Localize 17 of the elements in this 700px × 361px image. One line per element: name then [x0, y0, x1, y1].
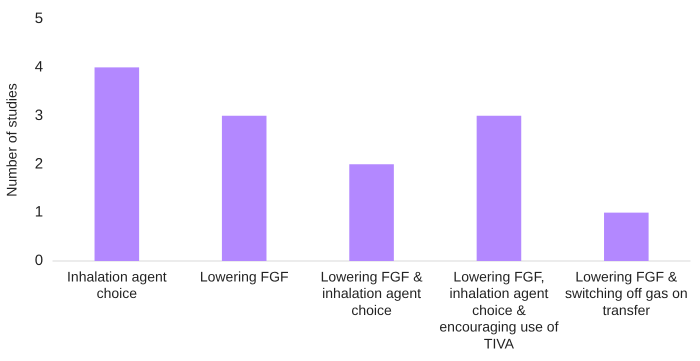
y-tick-label: 5: [34, 10, 44, 28]
x-tick-label: Lowering FGF & switching off gas on transfer: [564, 268, 688, 318]
bar: [604, 212, 649, 261]
y-axis-title: Number of studies: [3, 83, 20, 197]
y-tick-label: 2: [34, 155, 44, 172]
y-tick-label: 0: [34, 252, 44, 270]
y-tick-label: 3: [34, 106, 44, 124]
bar: [349, 164, 394, 261]
x-tick-label: Inhalation agent choice: [67, 268, 167, 302]
x-tick-label: Lowering FGF & inhalation agent choice: [320, 268, 424, 318]
bar: [94, 67, 140, 261]
bar: [476, 116, 522, 261]
x-tick-label: Lowering FGF: [200, 268, 289, 284]
y-tick-label: 1: [34, 204, 44, 221]
y-tick-label: 4: [34, 58, 44, 76]
bar: [222, 116, 266, 261]
x-tick-label: Lowering FGF, inhalation agent choice & encouraging use of TIVA: [439, 268, 559, 352]
